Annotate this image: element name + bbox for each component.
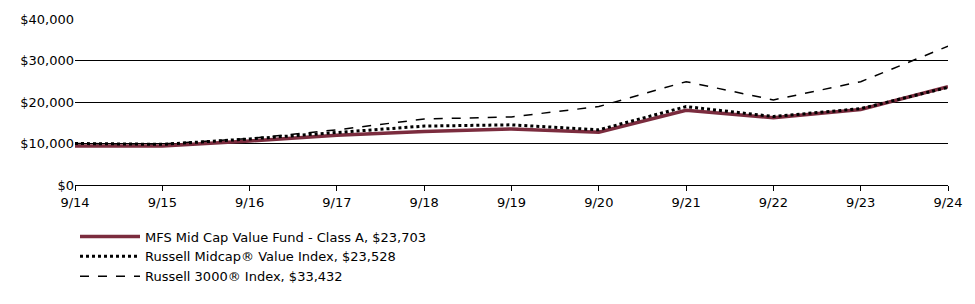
svg-text:9/17: 9/17 [322,195,351,210]
svg-text:MFS Mid Cap Value Fund - Class: MFS Mid Cap Value Fund - Class A, $23,70… [145,230,426,245]
svg-text:Russell Midcap® Value Index, $: Russell Midcap® Value Index, $23,528 [145,249,396,264]
svg-text:9/23: 9/23 [846,195,875,210]
svg-text:9/22: 9/22 [759,195,788,210]
svg-text:Russell 3000® Index, $33,432: Russell 3000® Index, $33,432 [145,269,343,284]
svg-text:$40,000: $40,000 [20,12,74,27]
svg-text:9/15: 9/15 [148,195,177,210]
svg-text:9/21: 9/21 [671,195,700,210]
svg-text:9/16: 9/16 [235,195,264,210]
svg-text:$20,000: $20,000 [20,95,74,110]
svg-text:9/24: 9/24 [933,195,962,210]
svg-text:9/19: 9/19 [497,195,526,210]
svg-text:9/14: 9/14 [60,195,89,210]
svg-text:9/20: 9/20 [584,195,613,210]
svg-text:$10,000: $10,000 [20,136,74,151]
svg-text:9/18: 9/18 [410,195,439,210]
svg-text:$0: $0 [57,178,74,193]
svg-text:$30,000: $30,000 [20,53,74,68]
